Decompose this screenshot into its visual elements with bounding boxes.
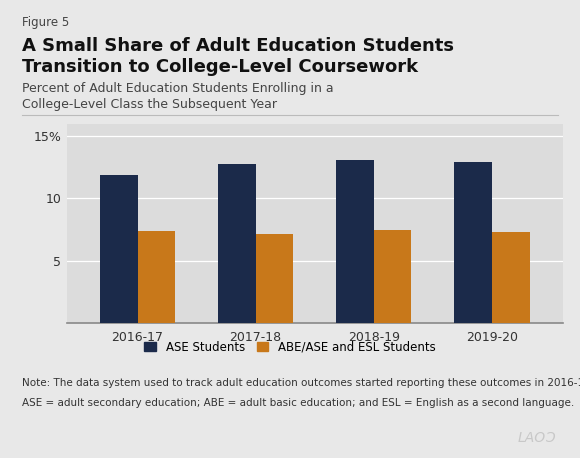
Bar (374, 229, 411, 323)
Text: Transition to College-Level Coursework: Transition to College-Level Coursework (22, 58, 418, 76)
Text: Figure 5: Figure 5 (22, 16, 69, 29)
Text: Note: The data system used to track adult education outcomes started reporting t: Note: The data system used to track adul… (22, 378, 580, 388)
Bar (218, 164, 256, 323)
Bar (256, 234, 293, 323)
Legend: ASE Students, ABE/ASE and ESL Students: ASE Students, ABE/ASE and ESL Students (144, 341, 436, 354)
Bar (100, 174, 137, 323)
Text: A Small Share of Adult Education Students: A Small Share of Adult Education Student… (22, 37, 454, 55)
Bar (492, 232, 530, 323)
Text: Percent of Adult Education Students Enrolling in a: Percent of Adult Education Students Enro… (22, 82, 334, 95)
Bar (137, 231, 175, 323)
Text: ASE = adult secondary education; ABE = adult basic education; and ESL = English : ASE = adult secondary education; ABE = a… (22, 398, 574, 409)
Text: LAOƆ: LAOƆ (518, 431, 556, 445)
Bar (336, 160, 374, 323)
Bar (454, 162, 492, 323)
Text: College-Level Class the Subsequent Year: College-Level Class the Subsequent Year (22, 98, 277, 110)
